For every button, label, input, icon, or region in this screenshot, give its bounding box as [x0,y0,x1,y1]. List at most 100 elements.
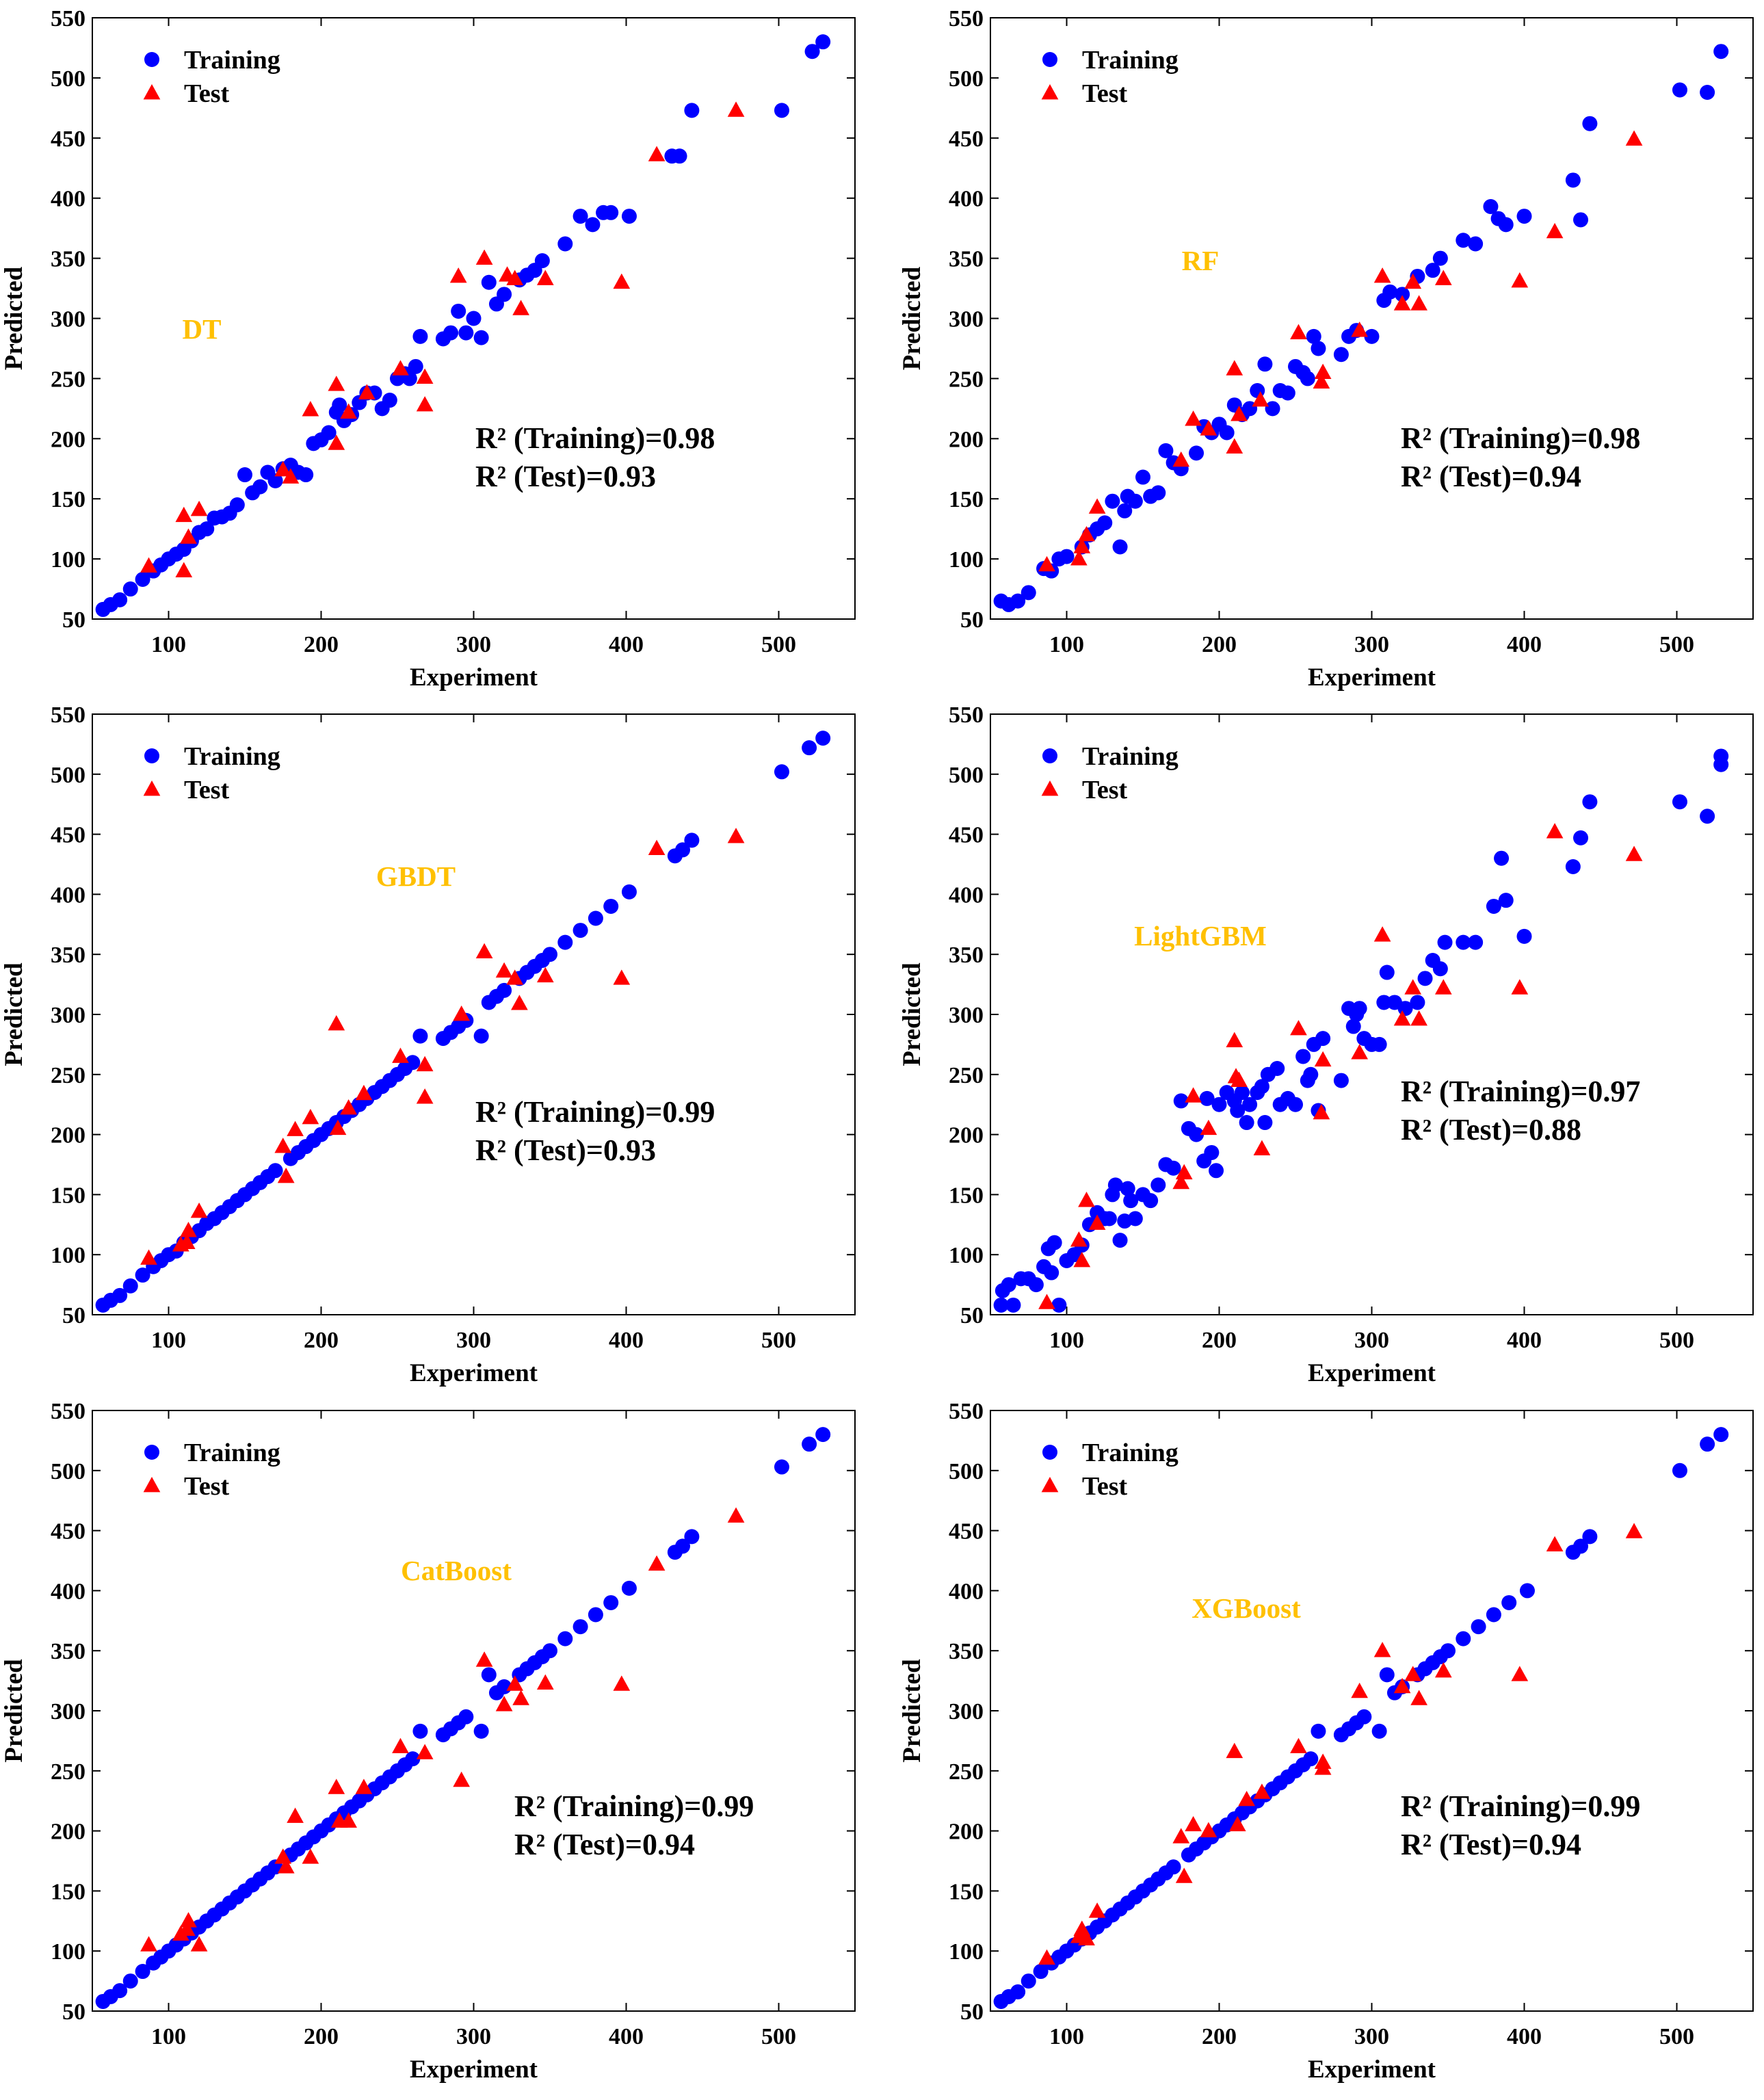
training-point [1051,1297,1067,1313]
training-point [557,1631,573,1646]
test-point [1393,1677,1411,1694]
test-point [727,828,745,843]
x-tick-label: 100 [1049,2024,1084,2049]
test-point [302,1109,319,1125]
training-point [1295,1049,1311,1064]
training-point [1440,1643,1456,1659]
y-tick-label: 400 [949,187,984,212]
training-point [1713,44,1729,60]
training-point [1672,1462,1687,1478]
training-point [1300,371,1315,386]
training-point [1135,469,1150,485]
x-tick-label: 100 [151,2024,186,2049]
test-point [180,1222,197,1237]
y-tick-label: 150 [949,1879,984,1904]
training-point [1573,830,1589,845]
x-tick-label: 500 [761,1328,796,1353]
test-point [274,1138,292,1153]
training-point [199,521,215,537]
test-point [1078,1192,1095,1207]
test-point [475,249,493,265]
training-point [1158,443,1174,458]
training-point [815,1427,831,1443]
y-tick-label: 500 [51,1459,85,1484]
r2-test-text: R² (Test)=0.94 [1401,460,1581,493]
y-tick-label: 50 [960,1999,984,2025]
training-point [684,1529,700,1545]
panel-dt: 100 200 300 400 500 50 100 150 200 250 300 350 400 45… [0,6,856,692]
training-point [1379,1667,1395,1683]
training-point [1010,1984,1026,1999]
training-point [473,1028,489,1044]
legend-test-label: Test [184,1472,230,1501]
x-axis-label: Experiment [410,1359,538,1387]
training-point [1437,934,1453,950]
training-point [1117,503,1133,519]
r2-test-text: R² (Test)=0.93 [475,1133,656,1167]
y-tick-label: 500 [949,66,984,92]
training-point [675,1538,691,1554]
r2-training-text: R² (Training)=0.98 [1401,421,1640,455]
training-point [1432,250,1448,266]
test-point [340,1812,357,1828]
model-label: XGBoost [1192,1592,1301,1624]
training-point [1494,850,1510,866]
test-point [416,1744,434,1759]
training-point [382,393,397,408]
y-tick-label: 200 [949,1820,984,1845]
training-point [1127,1211,1143,1226]
training-point [1044,1265,1059,1281]
test-point [140,1936,157,1952]
training-point [603,898,619,914]
test-point [1313,1103,1330,1120]
y-tick-label: 400 [51,187,85,212]
training-point [542,947,557,962]
y-tick-label: 250 [51,1759,85,1785]
training-point [603,1594,619,1610]
x-axis-label: Experiment [410,664,538,692]
test-point [1290,324,1307,339]
x-axis-label: Experiment [410,2056,538,2084]
r2-training-text: R² (Training)=0.99 [475,1095,715,1129]
training-point [1234,1085,1250,1101]
y-tick-label: 300 [949,307,984,332]
r2-training-text: R² (Training)=0.99 [1401,1789,1640,1823]
training-point [1150,485,1166,501]
x-tick-label: 200 [304,632,339,657]
training-point [774,1459,789,1475]
training-point [1046,1235,1062,1250]
y-tick-label: 50 [62,1999,85,2025]
training-point [1672,794,1687,810]
training-point [1311,341,1326,356]
y-tick-label: 100 [51,547,85,573]
training-point [321,425,337,441]
r2-test-text: R² (Test)=0.94 [1401,1828,1581,1861]
x-tick-label: 300 [1354,632,1389,657]
training-point [1456,934,1471,950]
training-point [451,303,466,319]
test-point [1252,391,1269,407]
legend-test-marker [1041,1477,1059,1493]
test-point [512,300,529,315]
test-point [416,368,434,384]
training-point [1333,347,1349,363]
training-point [1254,1079,1269,1094]
y-tick-label: 500 [51,763,85,788]
y-tick-label: 250 [949,1063,984,1088]
training-point [458,325,474,341]
training-point [1166,1160,1181,1176]
training-point [1573,1538,1589,1554]
test-point [536,270,554,285]
test-point [416,1088,434,1104]
test-point [1404,273,1422,289]
training-point [1033,1964,1049,1980]
training-point [1382,284,1398,300]
training-point [804,44,820,60]
test-point [175,506,193,523]
test-point [1038,1949,1055,1965]
test-point [1070,1231,1088,1247]
test-point [1314,363,1332,379]
training-point [1010,593,1026,609]
test-point [340,403,357,419]
test-point [1434,1662,1452,1678]
